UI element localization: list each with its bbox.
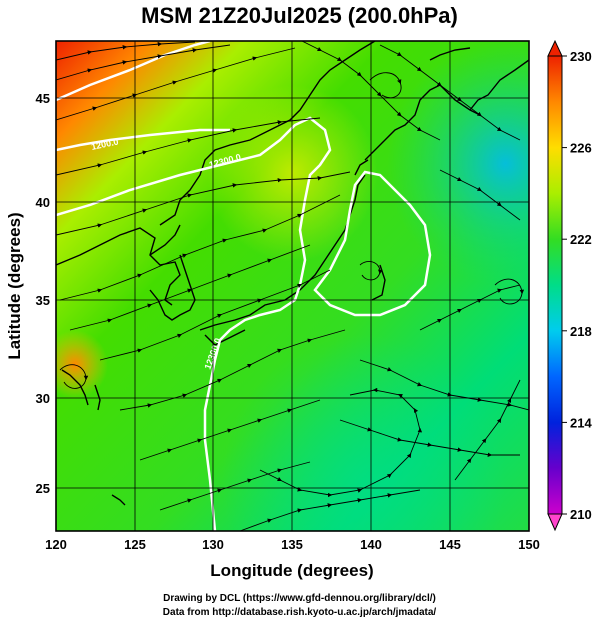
colorbar-tick-label: 226 (570, 141, 592, 156)
colorbar-tick-label: 222 (570, 232, 592, 247)
colorbar-bottom-cap (547, 513, 563, 532)
x-axis: 120 125 130 135 140 145 150 Longitude (d… (45, 537, 540, 580)
colorbar-tick-label: 218 (570, 324, 592, 339)
x-tick-label: 130 (202, 537, 224, 552)
colorbar: 210 214 218 222 226 230 (547, 39, 592, 532)
map-plot-area: 1200.0 12300.0 12300.0 (56, 41, 529, 531)
y-tick-label: 40 (36, 195, 50, 210)
credit-drawing: Drawing by DCL (https://www.gfd-dennou.o… (163, 593, 436, 604)
x-tick-label: 150 (518, 537, 540, 552)
x-tick-label: 125 (124, 537, 146, 552)
x-tick-label: 145 (439, 537, 461, 552)
colorbar-tick-label: 230 (570, 49, 592, 64)
credits: Drawing by DCL (https://www.gfd-dennou.o… (0, 592, 599, 620)
x-tick-label: 120 (45, 537, 67, 552)
x-tick-label: 135 (281, 537, 303, 552)
y-axis: 25 30 35 40 45 Latitude (degrees) (5, 91, 50, 496)
colorbar-top-cap (547, 39, 563, 57)
y-tick-label: 45 (36, 91, 50, 106)
y-tick-label: 25 (36, 481, 50, 496)
map-frame (55, 40, 530, 532)
y-tick-label: 30 (36, 391, 50, 406)
y-axis-label: Latitude (degrees) (5, 212, 24, 359)
colorbar-tick-label: 214 (570, 415, 592, 430)
map-title: MSM 21Z20Jul2025 (200.0hPa) (141, 3, 458, 28)
map-grid (56, 41, 529, 531)
credit-data-source: Data from http://database.rish.kyoto-u.a… (162, 607, 437, 618)
x-axis-label: Longitude (degrees) (210, 561, 373, 580)
streamlines (56, 41, 529, 531)
x-tick-label: 140 (360, 537, 382, 552)
y-tick-label: 35 (36, 293, 50, 308)
colorbar-gradient (547, 55, 563, 515)
colorbar-tick-label: 210 (570, 507, 592, 522)
colorbar-ticks: 210 214 218 222 226 230 (562, 49, 592, 522)
